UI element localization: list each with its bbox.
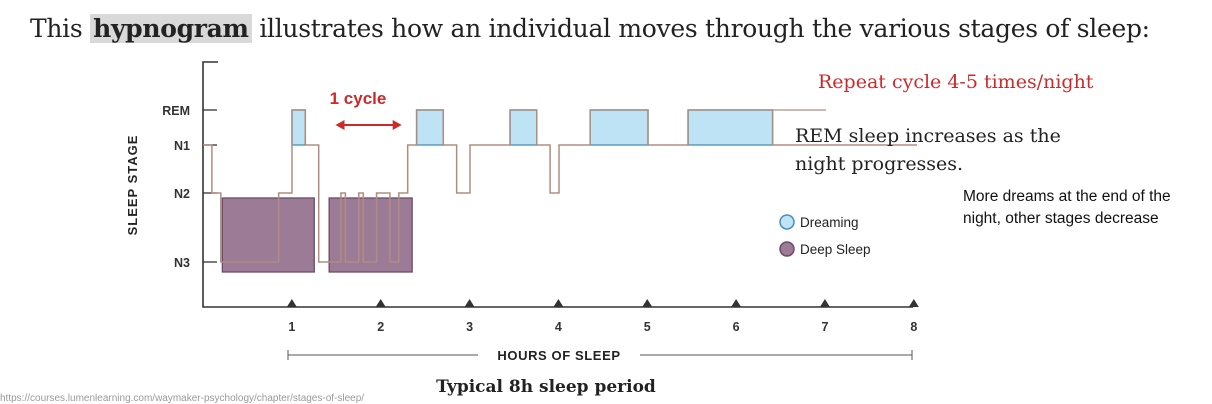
chart-caption: Typical 8h sleep period (436, 377, 656, 397)
x-tick-4 (553, 299, 564, 307)
x-tick-label-6: 6 (733, 320, 740, 334)
repeat-annotation: Repeat cycle 4-5 times/night (818, 71, 1094, 93)
rem-period-4 (589, 109, 649, 146)
heading-prefix: This (30, 14, 91, 43)
x-tick-6 (731, 299, 742, 307)
y-tick-label-n1: N1 (174, 139, 190, 153)
source-url: https://courses.lumenlearning.com/waymak… (0, 393, 365, 404)
rem-period-5 (687, 109, 774, 146)
x-tick-label-5: 5 (644, 320, 651, 334)
x-axis-label: HOURS OF SLEEP (497, 348, 620, 363)
deep-sleep-period-1 (221, 197, 315, 273)
y-axis-label: SLEEP STAGE (125, 135, 140, 236)
legend-marker-1 (779, 214, 795, 230)
x-tick-1 (286, 299, 297, 307)
rem-period-1 (291, 109, 306, 146)
x-tick-label-4: 4 (555, 320, 562, 334)
x-tick-7 (819, 299, 830, 307)
legend-marker-2 (779, 241, 795, 257)
rem-annotation-line1: REM sleep increases as the (795, 125, 1061, 147)
legend-label-1: Dreaming (800, 215, 859, 230)
rem-annotation-line2: night progresses. (795, 153, 963, 175)
side-note: More dreams at the end of the night, oth… (963, 188, 1171, 227)
cycle-label: 1 cycle (330, 89, 387, 108)
cycle-arrow-right-head (392, 120, 402, 130)
x-tick-8 (908, 299, 919, 307)
chart-annotations: Typical 8h sleep period 1 cycle Repeat cyc… (330, 71, 1094, 397)
y-tick-label-n3: N3 (174, 256, 190, 270)
chart-ticks: 1 2 3 4 5 6 7 8 HOURS OF SLEEP (286, 299, 919, 363)
chart-trace (203, 109, 917, 263)
x-tick-label-1: 1 (288, 320, 295, 334)
y-tick-label-rem: REM (162, 104, 190, 118)
x-tick-label-2: 2 (377, 320, 384, 334)
rem-period-3 (509, 109, 538, 146)
x-tick-label-8: 8 (910, 320, 917, 334)
heading: This hypnogram illustrates how an indivi… (30, 14, 1150, 43)
heading-suffix: illustrates how an individual moves thro… (251, 14, 1150, 43)
x-tick-2 (375, 299, 386, 307)
cycle-arrow-left-head (335, 120, 345, 130)
x-tick-label-3: 3 (466, 320, 473, 334)
y-tick-label-n2: N2 (174, 187, 190, 201)
x-tick-label-7: 7 (821, 320, 828, 334)
rem-period-2 (415, 109, 444, 146)
hypnogram-line (203, 109, 917, 263)
x-tick-5 (642, 299, 653, 307)
legend-label-2: Deep Sleep (800, 242, 871, 257)
x-tick-3 (464, 299, 475, 307)
heading-highlight: hypnogram (90, 14, 252, 43)
